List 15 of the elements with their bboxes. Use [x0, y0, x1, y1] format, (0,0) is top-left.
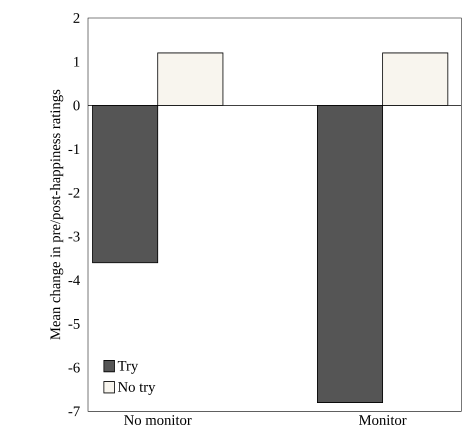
legend-label: Try: [118, 360, 138, 374]
y-tick-label: -6: [68, 362, 80, 373]
y-tick-label: 0: [73, 100, 80, 110]
x-tick-label: Monitor: [358, 415, 407, 425]
y-axis-title: Mean change in pre/post-happiness ratings: [50, 90, 64, 340]
y-tick-label: 1: [74, 56, 80, 67]
y-tick-label: -3: [68, 232, 80, 242]
y-tick-label: -1: [68, 144, 80, 154]
y-tick-label: -7: [68, 406, 80, 416]
y-tick-label: -5: [68, 319, 80, 329]
y-tick-label: -2: [68, 188, 80, 198]
legend-label: No try: [118, 382, 156, 395]
x-tick-label: No monitor: [124, 415, 192, 425]
y-tick-label: -4: [68, 275, 80, 286]
y-tick-label: 2: [74, 13, 80, 23]
